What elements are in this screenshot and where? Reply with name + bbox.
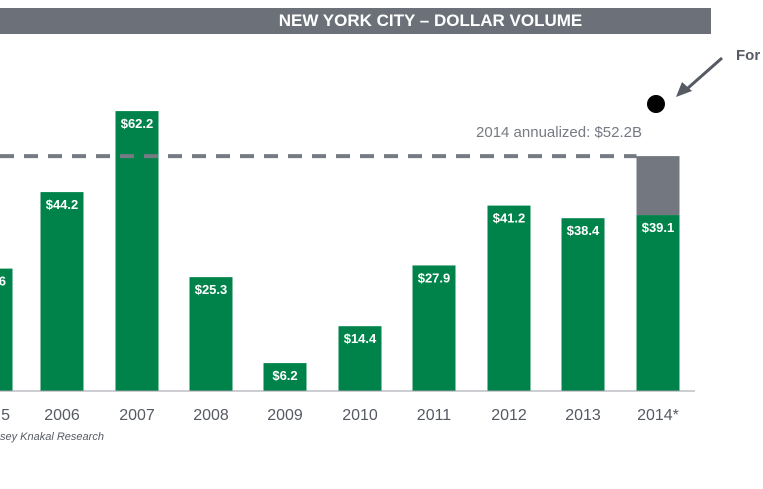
- data-label: $27.9: [418, 270, 451, 285]
- data-label: $41.2: [493, 211, 526, 226]
- x-tick-label: 2011: [417, 407, 452, 424]
- data-label: $6.2: [272, 368, 297, 383]
- bar-5: [0, 268, 13, 391]
- callout-arrow-shaft: [687, 56, 723, 90]
- x-tick-label: 2012: [491, 407, 527, 424]
- data-label: $44.2: [46, 197, 79, 212]
- callout-text: For: [736, 47, 761, 64]
- bar-2012: [487, 205, 531, 391]
- data-label: $62.2: [121, 116, 154, 131]
- bar-2014-ytd: [636, 215, 680, 391]
- bar-projected-remainder-2014: [636, 156, 680, 216]
- data-label: $14.4: [344, 331, 377, 346]
- data-label: $25.3: [195, 282, 228, 297]
- x-tick-label: 2013: [565, 407, 601, 424]
- bar-2007: [115, 111, 159, 391]
- data-labels-group: 6 $44.2 $62.2 $25.3 $6.2 $14.4 $27.9 $41.2 $38.4…: [0, 116, 674, 383]
- bar-2011: [412, 265, 456, 391]
- chart-title: NEW YORK CITY – DOLLAR VOLUME: [278, 11, 583, 30]
- x-tick-label: 2014*: [637, 407, 679, 424]
- chart-title-bar: NEW YORK CITY – DOLLAR VOLUME: [0, 8, 711, 34]
- source-note: sey Knakal Research: [0, 431, 104, 443]
- x-tick-label: 2008: [193, 407, 229, 424]
- x-tick-label: 2010: [342, 407, 378, 424]
- data-label: $38.4: [567, 223, 600, 238]
- data-label: 6: [0, 274, 6, 289]
- x-tick-label: 5: [1, 407, 10, 424]
- bar-2010: [338, 326, 382, 391]
- data-label: $39.1: [642, 220, 675, 235]
- bar-2006: [40, 192, 84, 391]
- x-tick-label: 2006: [44, 407, 80, 424]
- bar-2009: [263, 363, 307, 391]
- x-tick-label: 2007: [119, 407, 155, 424]
- x-tick-label: 2009: [267, 407, 303, 424]
- bars-group: [0, 111, 680, 391]
- callout-arrow-head-icon: [676, 82, 692, 97]
- callout-dot-marker: [647, 95, 665, 113]
- x-axis-tick-labels: 5 2006 2007 2008 2009 2010 2011 2012 2013 2014*: [1, 407, 679, 424]
- annualized-reference-label: 2014 annualized: $52.2B: [476, 124, 642, 141]
- bar-2013: [561, 218, 605, 391]
- bar-2008: [189, 277, 233, 391]
